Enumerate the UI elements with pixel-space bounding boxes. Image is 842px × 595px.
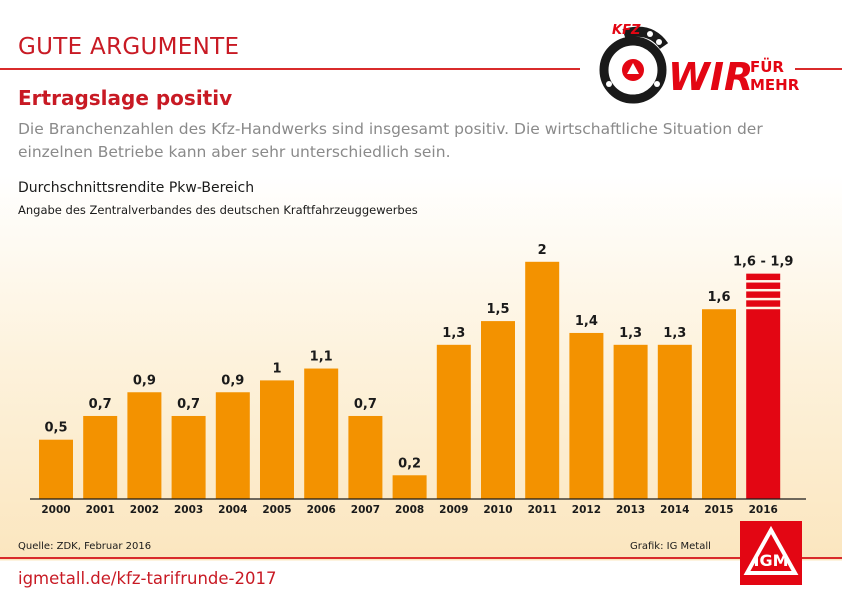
- bar-2014: [657, 344, 692, 499]
- value-label-2008: 0,2: [398, 456, 421, 471]
- value-label-2011: 2: [538, 243, 547, 258]
- bar-2002: [127, 392, 162, 499]
- bar-2011: [525, 261, 560, 499]
- value-label-2007: 0,7: [354, 397, 377, 412]
- value-label-2002: 0,9: [133, 373, 156, 388]
- logo-mehr-text: MEHR: [750, 76, 800, 94]
- x-tick-label-2010: 2010: [483, 504, 512, 516]
- value-label-2001: 0,7: [89, 397, 112, 412]
- wir-fuer-mehr-logo: KFZ WIR FÜR MEHR: [599, 23, 800, 104]
- bar-chart: 0,5 2000 0,7 2001 0,9 2002 0,7 2003 0,9 2004 1 2005…: [30, 243, 806, 516]
- chart-title: Durchschnittsrendite Pkw-Bereich: [18, 180, 255, 196]
- logo-fuer-text: FÜR: [750, 57, 784, 76]
- value-label-2005: 1: [272, 361, 281, 376]
- value-label-2012: 1,4: [575, 314, 598, 329]
- x-tick-label-2013: 2013: [616, 504, 645, 516]
- x-tick-label-2009: 2009: [439, 504, 468, 516]
- value-label-2014: 1,3: [663, 326, 686, 341]
- x-tick-label-2008: 2008: [395, 504, 424, 516]
- value-label-2004: 0,9: [221, 373, 244, 388]
- bar-range-stripe-2016: [746, 273, 781, 281]
- value-label-2009: 1,3: [442, 326, 465, 341]
- x-tick-label-2016: 2016: [749, 504, 778, 516]
- bar-2016: [746, 309, 781, 499]
- x-tick-label-2003: 2003: [174, 504, 203, 516]
- value-label-2000: 0,5: [44, 421, 67, 436]
- value-label-2003: 0,7: [177, 397, 200, 412]
- footer-link[interactable]: igmetall.de/kfz-tarifrunde-2017: [18, 569, 277, 588]
- bar-2008: [392, 475, 427, 499]
- bar-range-stripe-2016: [746, 300, 781, 307]
- x-tick-label-2002: 2002: [130, 504, 159, 516]
- x-tick-label-2007: 2007: [351, 504, 380, 516]
- x-tick-label-2001: 2001: [86, 504, 115, 516]
- logo-wir-text: WIR: [668, 55, 753, 99]
- bar-2000: [39, 439, 73, 499]
- bar-range-stripe-2016: [746, 291, 781, 298]
- x-tick-label-2004: 2004: [218, 504, 247, 516]
- bar-2012: [569, 332, 604, 499]
- header-rule: [0, 68, 580, 70]
- chart-subtitle: Angabe des Zentralverbandes des deutsche…: [18, 203, 418, 217]
- headline: Ertragslage positiv: [18, 86, 233, 110]
- bar-2013: [613, 344, 648, 499]
- value-label-2013: 1,3: [619, 326, 642, 341]
- x-tick-label-2005: 2005: [262, 504, 291, 516]
- x-tick-label-2011: 2011: [528, 504, 557, 516]
- steering-wheel-icon: [599, 26, 669, 104]
- x-tick-label-2000: 2000: [41, 504, 70, 516]
- bar-2004: [215, 392, 250, 499]
- bar-2010: [481, 321, 515, 499]
- bar-2001: [83, 415, 118, 499]
- bar-2003: [171, 415, 206, 499]
- value-label-2016: 1,6 - 1,9: [733, 255, 794, 270]
- x-tick-label-2014: 2014: [660, 504, 689, 516]
- x-tick-label-2006: 2006: [307, 504, 336, 516]
- footer-rule: [0, 557, 842, 559]
- bar-2009: [436, 344, 471, 499]
- ig-metall-logo: IGM: [740, 521, 802, 585]
- value-label-2010: 1,5: [486, 302, 509, 317]
- x-tick-label-2015: 2015: [704, 504, 733, 516]
- graphic-credit: Grafik: IG Metall: [630, 541, 711, 552]
- bar-2006: [304, 368, 339, 499]
- logo-kfz-text: KFZ: [612, 23, 641, 38]
- bar-range-stripe-2016: [746, 282, 781, 289]
- ig-metall-logo-text: IGM: [753, 551, 788, 570]
- intro-text: Die Branchenzahlen des Kfz-Handwerks sin…: [18, 120, 763, 161]
- value-label-2015: 1,6: [707, 290, 730, 305]
- bar-2005: [260, 380, 294, 499]
- x-tick-label-2012: 2012: [572, 504, 601, 516]
- source-note: Quelle: ZDK, Februar 2016: [18, 541, 152, 552]
- bar-2015: [702, 309, 736, 499]
- header-rule-right: [795, 68, 842, 70]
- bar-2007: [348, 415, 383, 499]
- section-label: GUTE ARGUMENTE: [18, 34, 240, 60]
- value-label-2006: 1,1: [310, 350, 333, 365]
